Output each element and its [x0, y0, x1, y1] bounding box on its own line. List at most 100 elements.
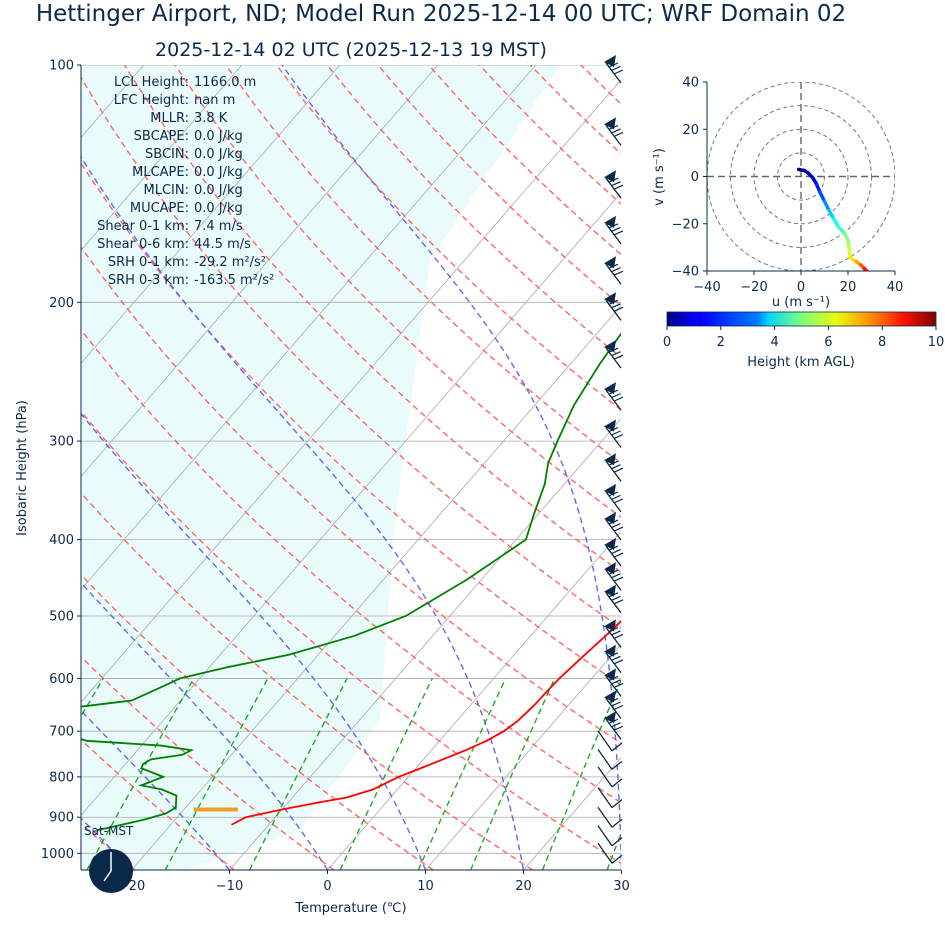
hodograph-ylabel: v (m s⁻¹) [652, 148, 667, 206]
wind-barb-feather [608, 460, 619, 466]
dry-adiabat [81, 76, 621, 629]
wind-barb-staff [605, 427, 622, 448]
wind-barb-feather [613, 433, 624, 440]
wind-barb-staff [605, 177, 622, 199]
wind-barb-flag [604, 292, 616, 305]
wind-barb-feather [608, 62, 619, 68]
wind-barb [604, 584, 624, 614]
wind-barb-feather [611, 799, 623, 809]
wind-barb [604, 690, 624, 719]
wind-barb-feather [613, 633, 624, 639]
hodograph-x-tick-label: 40 [887, 280, 904, 295]
wind-barb-flag [604, 256, 616, 269]
cape-shading [81, 65, 560, 870]
moist-adiabat [81, 709, 231, 870]
wind-barb [604, 55, 624, 84]
wind-barb-feather [608, 124, 619, 130]
wind-barb-staff [605, 263, 622, 285]
isotherm-line [131, 305, 621, 870]
wind-barb-flag [604, 340, 616, 353]
wind-barb-staff [597, 748, 613, 770]
mixing-ratio-line [248, 678, 348, 870]
height-colorbar: 0 2 4 6 8 10 Height (km AGL) [663, 311, 944, 370]
wind-barb-feather [611, 351, 621, 357]
wind-barb [604, 215, 624, 245]
hodograph-y-tick-label: −20 [672, 217, 699, 232]
wind-barb-feather [611, 630, 621, 636]
wind-barb-feather [613, 306, 624, 312]
wind-barb-flag [604, 562, 616, 575]
parameter-value: 1166.0 m [194, 75, 256, 90]
wind-barb-staff [605, 389, 622, 411]
wind-barb-flag [604, 453, 616, 466]
mixing-ratio-line [339, 678, 433, 870]
wind-barb-feather [608, 569, 619, 575]
parameter-value: 7.4 m/s [194, 219, 243, 234]
wind-barb-staff [597, 766, 613, 788]
skew-t-x-tick-label: 30 [613, 879, 630, 894]
mixing-ratio-line [654, 678, 726, 870]
wind-barb-feather [611, 267, 621, 273]
wind-barb-feather [611, 679, 621, 685]
wind-barb-feather [611, 549, 621, 555]
wind-barb [604, 340, 624, 369]
wind-barb-staff [605, 592, 622, 614]
colorbar-tick-label: 8 [878, 335, 886, 350]
wind-barb-staff [597, 842, 613, 864]
parameter-label: LCL Height: [114, 75, 189, 90]
wind-barb-flag [604, 215, 616, 228]
wind-barb-staff [605, 698, 622, 719]
wind-barb-feather [611, 494, 621, 500]
hodograph-x-tick-label: 0 [797, 280, 805, 295]
parameter-label: SBCAPE: [134, 129, 189, 144]
dry-adiabat [81, 162, 621, 686]
wind-barb-staff [605, 652, 622, 674]
wind-barb-feather [613, 659, 624, 665]
isotherm-line [81, 65, 341, 364]
wind-barb-feather [613, 131, 624, 137]
hodograph-x-tick-label: 20 [840, 280, 857, 295]
wind-barb-staff [597, 806, 613, 828]
wind-barb-flag [604, 170, 616, 183]
figure-title: Hettinger Airport, ND; Model Run 2025-12… [36, 1, 846, 27]
mixing-ratio-line [470, 678, 556, 870]
wind-barb-feather [613, 576, 624, 582]
dry-adiabat [275, 65, 621, 411]
hodograph-x-tick-label: −40 [693, 280, 720, 295]
wind-barb [597, 787, 623, 809]
wind-barb-feather [613, 682, 624, 688]
dry-adiabat [81, 573, 434, 870]
isotherm-line [327, 531, 621, 870]
wind-barb-feather [613, 704, 624, 711]
wind-barb-staff [605, 569, 622, 591]
wind-barb-feather [613, 498, 624, 504]
parameter-value: -29.2 m²/s² [194, 255, 266, 270]
hodograph-segment [818, 190, 827, 204]
skew-t-y-tick-label: 200 [49, 296, 74, 311]
wind-barb-feather [608, 263, 619, 269]
wind-barb-feather [611, 573, 621, 579]
wind-barb-feather [608, 545, 619, 551]
wind-barb-staff [605, 676, 622, 697]
skew-t-ylabel: Isobaric Height (hPa) [15, 400, 30, 536]
wind-barb-feather [611, 778, 623, 788]
wind-barb-flag [604, 668, 616, 681]
wind-barb-staff [605, 125, 622, 146]
skew-t-x-tick-label: 20 [515, 879, 532, 894]
hodograph-xlabel: u (m s⁻¹) [772, 295, 830, 310]
hodograph-y-tick-label: 20 [682, 123, 699, 138]
wind-barb-feather [613, 184, 624, 190]
wind-barb [604, 483, 624, 513]
wind-barb-feather [611, 722, 621, 728]
wind-barb-flag [604, 512, 616, 525]
dry-adiabat [81, 246, 621, 744]
wind-barb-feather [611, 393, 621, 399]
dry-adiabat [225, 65, 621, 465]
wind-barb-flag [604, 483, 616, 496]
dry-adiabat [428, 65, 621, 256]
parameter-value: 0.0 J/kg [194, 183, 243, 198]
wind-barb [604, 117, 624, 146]
colorbar-tick-label: 4 [770, 335, 778, 350]
wind-barb-feather [611, 701, 621, 707]
